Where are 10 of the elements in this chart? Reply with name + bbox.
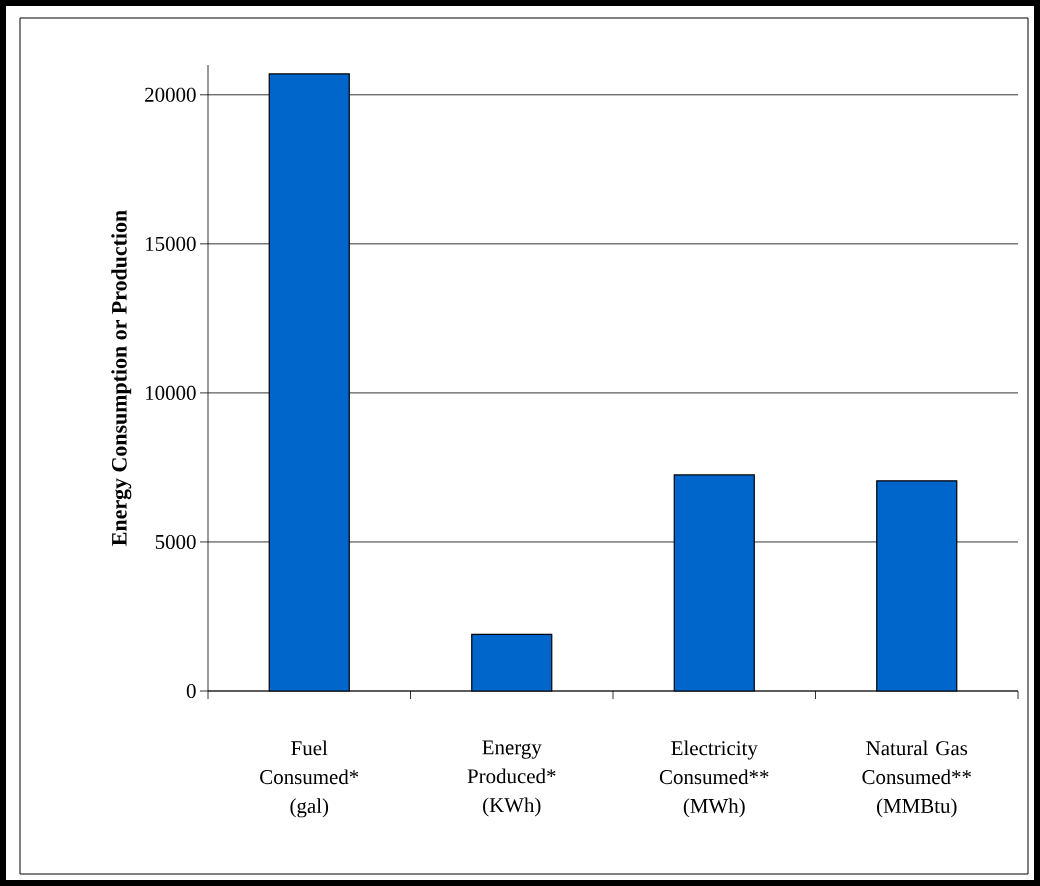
x-tick-label: Fuel Consumed* (gal)	[260, 740, 359, 818]
x-tick-label: Natural Gas Consumed** (MMBtu)	[862, 740, 971, 818]
y-tick-label: 20000	[145, 87, 196, 102]
y-tick-label: 5000	[155, 534, 196, 550]
x-tick-label: Electricity Consumed** (MWh)	[659, 740, 769, 818]
y-tick-label: 0	[186, 683, 196, 699]
y-tick-label: 10000	[146, 385, 196, 400]
y-tick-label: 15000	[146, 236, 196, 251]
y-axis-title: Energy Consumption or Production	[111, 210, 132, 546]
x-tick-label: Energy Produced* (KWh)	[467, 740, 556, 817]
